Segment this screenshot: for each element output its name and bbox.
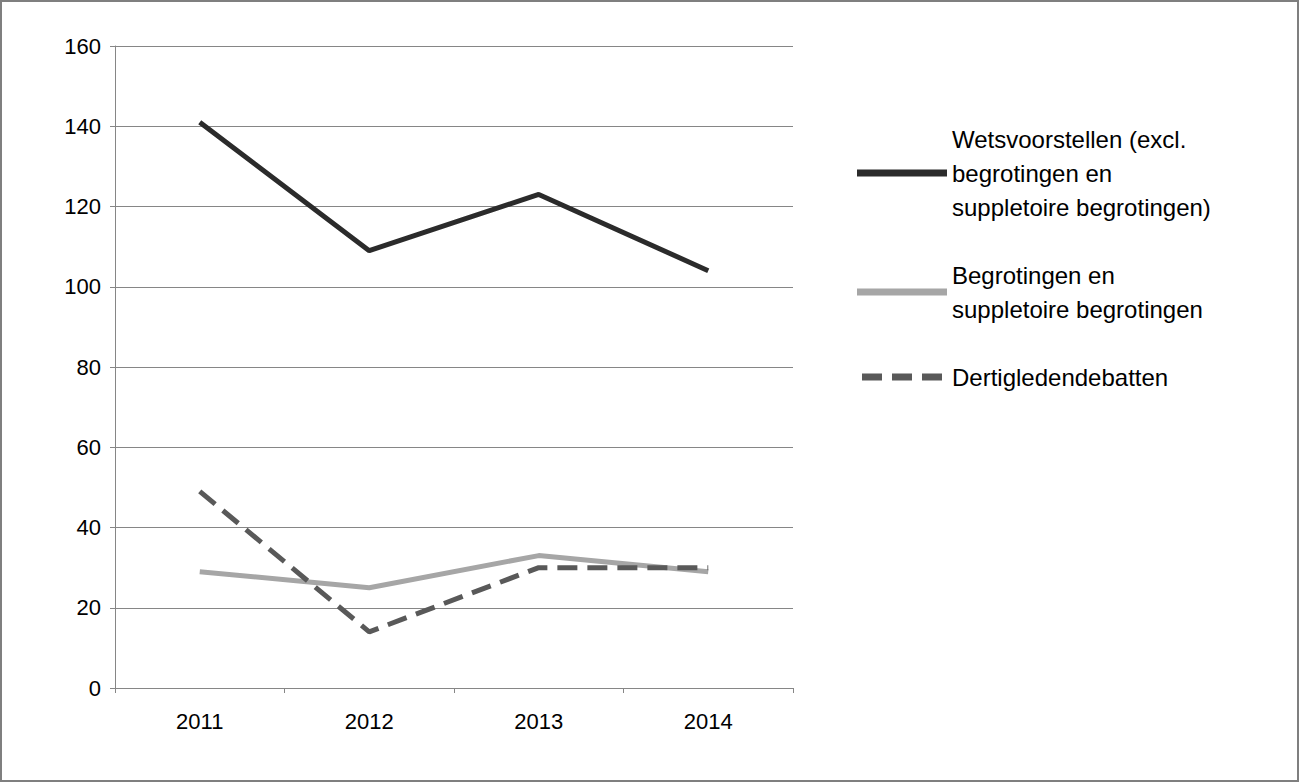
svg-text:suppletoire begrotingen: suppletoire begrotingen (952, 296, 1203, 323)
svg-text:80: 80 (77, 355, 101, 380)
svg-text:2013: 2013 (514, 709, 563, 734)
svg-text:Begrotingen en: Begrotingen en (952, 262, 1121, 289)
svg-text:140: 140 (64, 114, 101, 139)
svg-text:60: 60 (77, 435, 101, 460)
svg-text:2012: 2012 (345, 709, 394, 734)
svg-text:100: 100 (64, 274, 101, 299)
svg-text:0: 0 (89, 676, 101, 701)
svg-text:2011: 2011 (176, 709, 223, 734)
svg-text:2014: 2014 (684, 709, 733, 734)
svg-text:suppletoire begrotingen): suppletoire begrotingen) (952, 194, 1211, 221)
svg-text:120: 120 (64, 194, 101, 219)
svg-text:Wetsvoorstellen (excl.: Wetsvoorstellen (excl. (952, 126, 1193, 153)
svg-text:begrotingen en: begrotingen en (952, 160, 1119, 187)
svg-text:40: 40 (77, 515, 101, 540)
svg-text:160: 160 (64, 34, 101, 59)
svg-text:20: 20 (77, 595, 101, 620)
svg-text:Dertigledendebatten: Dertigledendebatten (952, 364, 1168, 391)
